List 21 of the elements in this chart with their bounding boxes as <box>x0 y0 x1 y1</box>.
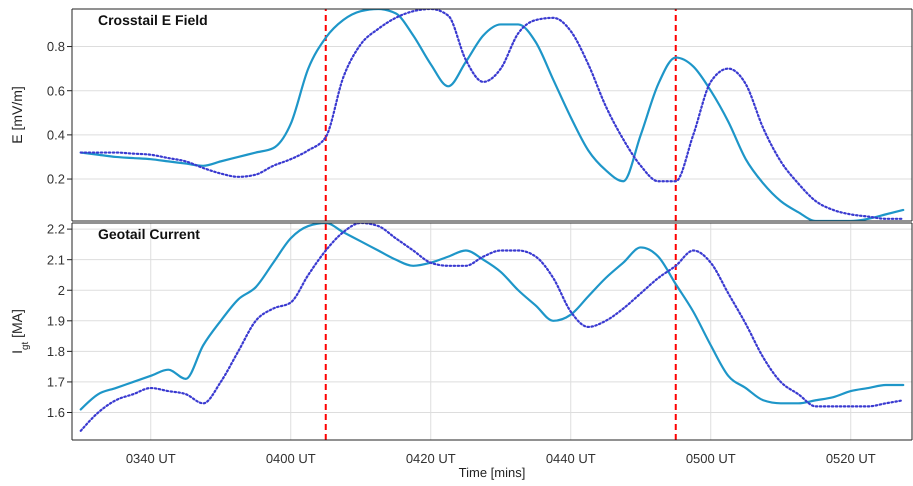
y-tick-label: 1.6 <box>46 405 65 420</box>
y-tick-label: 1.7 <box>46 374 65 390</box>
y-tick-label: 1.9 <box>46 313 65 328</box>
x-axis-title: Time [mins] <box>458 465 526 480</box>
x-tick-label: 0440 UT <box>546 451 596 466</box>
y-tick-label: 0.2 <box>46 172 65 187</box>
x-tick-label: 0340 UT <box>126 451 176 466</box>
y-axis-title: E [mV/m] <box>9 86 25 144</box>
x-tick-label: 0420 UT <box>406 451 456 466</box>
y-tick-label: 2.1 <box>46 252 65 268</box>
x-tick-label: 0520 UT <box>826 451 876 466</box>
chart-title: Crosstail E Field <box>98 12 208 28</box>
y-tick-label: 0.4 <box>46 127 65 142</box>
chart-title: Geotail Current <box>98 226 200 242</box>
x-tick-label: 0400 UT <box>266 451 316 466</box>
y-tick-label: 0.8 <box>46 39 65 54</box>
y-tick-label: 2 <box>58 282 65 298</box>
y-tick-label: 2.2 <box>46 222 65 237</box>
y-tick-label: 1.8 <box>46 344 65 359</box>
x-tick-label: 0500 UT <box>686 451 736 466</box>
y-tick-label: 0.6 <box>46 83 65 98</box>
